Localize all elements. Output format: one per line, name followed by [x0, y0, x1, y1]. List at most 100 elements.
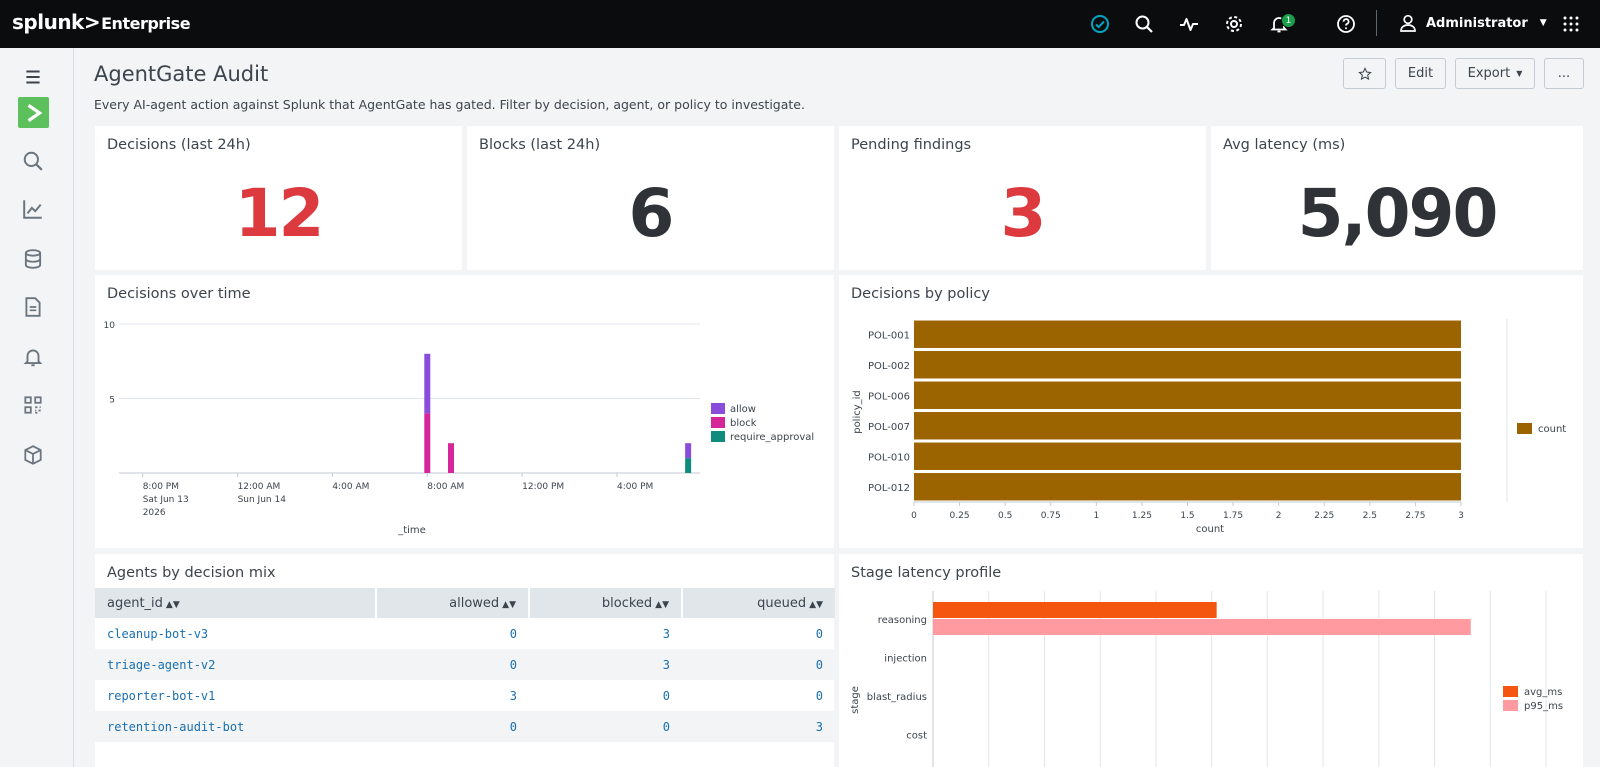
y-tick-label: POL-007 — [868, 422, 910, 433]
y-tick-label: injection — [884, 654, 927, 665]
activity-icon[interactable] — [1175, 10, 1203, 38]
bar-segment-allow — [424, 353, 431, 414]
more-actions-button[interactable]: ... — [1544, 58, 1584, 89]
kpi-value: 3 — [1000, 175, 1047, 252]
x-tick-label: 0.75 — [1041, 511, 1061, 521]
panel-title: Stage latency profile — [851, 565, 1002, 581]
bell-icon[interactable]: 1 — [1265, 10, 1296, 38]
x-tick-label: 2.25 — [1314, 511, 1334, 521]
legend-swatch-avg_ms — [1503, 686, 1518, 697]
x-tick-label: Sun Jun 14 — [238, 495, 287, 505]
x-axis-title: _time — [397, 525, 426, 536]
agent-id-cell[interactable]: cleanup-bot-v3 — [107, 626, 209, 641]
blocked-cell[interactable]: 3 — [662, 626, 670, 641]
y-tick-label: 10 — [104, 321, 116, 331]
allowed-cell[interactable]: 0 — [509, 626, 517, 641]
column-header-queued[interactable]: queued ▲▼ — [682, 588, 835, 618]
health-check-icon[interactable] — [1086, 10, 1114, 38]
blocked-cell[interactable]: 3 — [529, 649, 682, 680]
x-tick-label: 1.5 — [1180, 511, 1194, 521]
queued-cell[interactable]: 0 — [815, 626, 823, 641]
bar-segment-require_approval — [685, 458, 692, 473]
column-header-allowed[interactable]: allowed ▲▼ — [376, 588, 530, 618]
kpi-title: Avg latency (ms) — [1223, 137, 1346, 153]
legend-swatch-allow — [711, 403, 725, 414]
legend-swatch-block — [711, 417, 725, 428]
sort-icon: ▲▼ — [502, 599, 516, 610]
allowed-cell[interactable]: 0 — [376, 649, 529, 680]
favorite-button[interactable] — [1343, 58, 1386, 89]
table-row[interactable]: retention-audit-bot 0 0 3 — [95, 711, 835, 742]
edit-button[interactable]: Edit — [1395, 58, 1446, 89]
x-tick-label: 4:00 AM — [332, 482, 369, 492]
queued-cell[interactable]: 0 — [682, 649, 835, 680]
queued-cell[interactable]: 0 — [815, 688, 823, 703]
apps-grid-icon[interactable] — [1557, 10, 1585, 38]
gear-icon[interactable] — [1220, 10, 1248, 38]
sort-icon: ▲▼ — [655, 599, 669, 610]
document-icon[interactable] — [18, 292, 48, 322]
x-tick-label: 0.5 — [998, 511, 1012, 521]
x-tick-label: 1.75 — [1223, 511, 1243, 521]
allowed-cell[interactable]: 0 — [376, 711, 529, 742]
kpi-value: 12 — [234, 175, 325, 252]
legend-swatch-count — [1517, 423, 1532, 434]
legend-label: block — [730, 418, 757, 429]
agent-id-cell[interactable]: reporter-bot-v1 — [107, 688, 216, 703]
splunk-logo[interactable]: splunk>Enterprise — [12, 10, 191, 34]
bell-icon[interactable] — [18, 342, 48, 372]
y-tick-label: POL-010 — [868, 452, 910, 463]
x-tick-label: 8:00 AM — [427, 482, 464, 492]
agents-table: agent_id ▲▼ allowed ▲▼ blocked ▲▼ queued ▲▼ … — [95, 588, 835, 742]
policy-bar — [914, 320, 1461, 348]
queued-cell[interactable]: 3 — [682, 711, 835, 742]
legend-label: count — [1538, 424, 1566, 435]
search-icon[interactable] — [1130, 10, 1158, 38]
search-icon[interactable] — [18, 146, 48, 176]
agent-id-cell[interactable]: retention-audit-bot — [95, 711, 376, 742]
export-button[interactable]: Export ▼ — [1455, 58, 1535, 89]
blocked-cell[interactable]: 0 — [529, 711, 682, 742]
panel-decisions-over-time: Decisions over time 5 10 8:00 PM Sat Jun 13… — [95, 275, 834, 548]
kpi-panel-blocks: Blocks (last 24h) 6 — [467, 126, 834, 270]
package-icon[interactable] — [18, 440, 48, 470]
decisions-by-policy-chart: POL-001 POL-002 POL-006 POL-007 POL-010 POL-0… — [852, 319, 1566, 535]
table-row[interactable]: reporter-bot-v1 3 0 0 — [95, 680, 835, 711]
menu-icon[interactable] — [18, 62, 48, 92]
export-label: Export — [1467, 66, 1511, 81]
y-tick-label: 5 — [109, 396, 115, 406]
x-tick-label: 1.25 — [1132, 511, 1152, 521]
policy-bar — [914, 381, 1461, 409]
sort-icon: ▲▼ — [165, 599, 180, 610]
column-header-agent-id[interactable]: agent_id ▲▼ — [95, 588, 377, 618]
table-row[interactable]: triage-agent-v2 0 3 0 — [95, 649, 835, 680]
table-row[interactable]: cleanup-bot-v3 0 3 0 — [95, 618, 835, 649]
notification-badge: 1 — [1281, 13, 1296, 28]
chevron-down-icon: ▼ — [1539, 18, 1547, 28]
top-bar: splunk>Enterprise 1 Administrator ▼ — [0, 0, 1600, 48]
policy-bar — [914, 442, 1461, 470]
database-icon[interactable] — [18, 244, 48, 274]
app-icon[interactable] — [18, 97, 49, 128]
y-axis-title: stage — [850, 686, 861, 714]
x-tick-label: 2.75 — [1405, 511, 1425, 521]
chart-icon[interactable] — [18, 194, 48, 224]
x-tick-label: 2 — [1276, 511, 1282, 521]
user-menu[interactable]: Administrator ▼ — [1398, 10, 1547, 36]
help-icon[interactable] — [1332, 10, 1360, 38]
legend-label: allow — [730, 404, 756, 415]
column-header-blocked[interactable]: blocked ▲▼ — [529, 588, 683, 618]
kpi-panel-latency: Avg latency (ms) 5,090 — [1211, 126, 1583, 270]
agent-id-cell[interactable]: triage-agent-v2 — [95, 649, 376, 680]
allowed-cell[interactable]: 3 — [509, 688, 517, 703]
y-tick-label: blast_radius — [867, 692, 927, 703]
y-tick-label: POL-012 — [868, 483, 910, 494]
blocked-cell[interactable]: 0 — [662, 688, 670, 703]
product-name: Enterprise — [101, 14, 191, 33]
x-tick-label: 4:00 PM — [617, 482, 653, 492]
panel-decisions-by-policy: Decisions by policy POL-001 POL-002 POL-00… — [839, 275, 1583, 548]
panel-title: Agents by decision mix — [107, 565, 276, 581]
apps-grid-icon[interactable] — [18, 390, 48, 420]
x-tick-label: 2026 — [143, 508, 166, 518]
x-tick-label: 12:00 PM — [522, 482, 564, 492]
